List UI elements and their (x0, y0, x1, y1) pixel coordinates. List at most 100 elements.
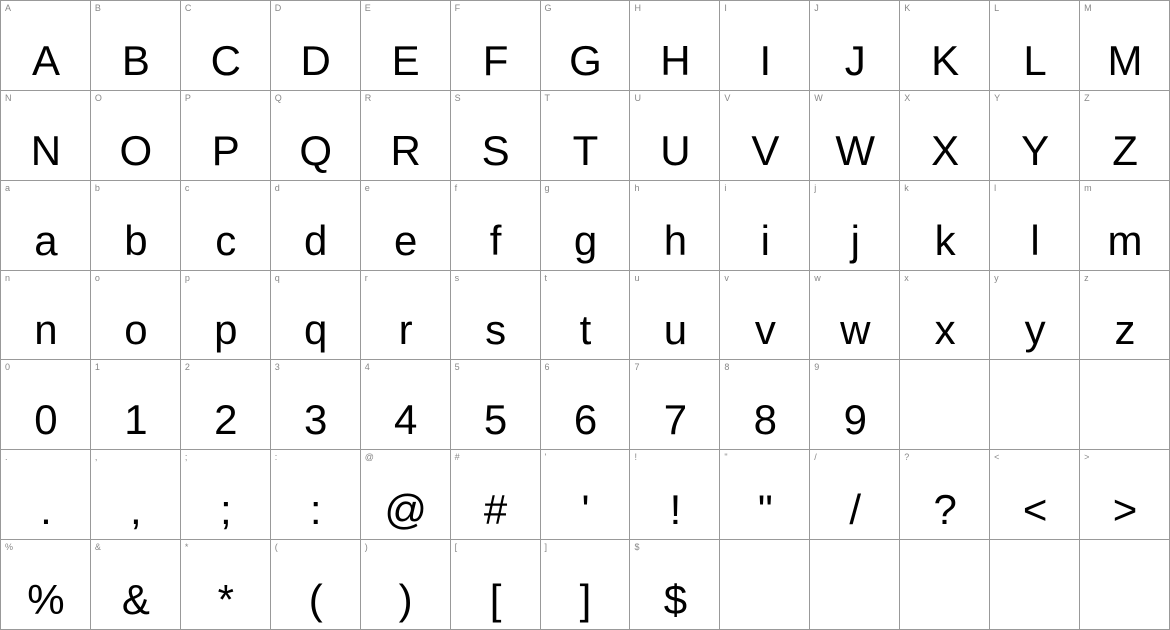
glyph-cell: GG (541, 1, 631, 91)
glyph-char: c (215, 220, 235, 262)
glyph-cell: 33 (271, 360, 361, 450)
glyph-label: w (814, 274, 821, 283)
glyph-cell: 44 (361, 360, 451, 450)
glyph-label: r (365, 274, 368, 283)
glyph-label: / (814, 453, 817, 462)
glyph-char: 1 (124, 399, 146, 441)
glyph-char: m (1108, 220, 1142, 262)
glyph-cell: 55 (451, 360, 541, 450)
glyph-cell: %% (1, 540, 91, 630)
glyph-label: # (455, 453, 460, 462)
glyph-cell: ,, (91, 450, 181, 540)
glyph-cell: XX (900, 91, 990, 181)
glyph-cell: 77 (630, 360, 720, 450)
glyph-label: ? (904, 453, 909, 462)
glyph-label: P (185, 94, 191, 103)
glyph-char: I (760, 40, 771, 82)
glyph-cell: II (720, 1, 810, 91)
glyph-char: . (40, 489, 51, 531)
glyph-char: < (1023, 489, 1047, 531)
glyph-cell: BB (91, 1, 181, 91)
glyph-cell (990, 540, 1080, 630)
glyph-label: X (904, 94, 910, 103)
glyph-char: 9 (844, 399, 866, 441)
glyph-char: L (1023, 40, 1045, 82)
glyph-label: C (185, 4, 192, 13)
glyph-char: j (851, 220, 859, 262)
glyph-cell: 66 (541, 360, 631, 450)
glyph-label: J (814, 4, 819, 13)
glyph-label: , (95, 453, 98, 462)
glyph-cell (1080, 540, 1170, 630)
glyph-cell: uu (630, 271, 720, 361)
glyph-label: M (1084, 4, 1092, 13)
glyph-char: x (935, 309, 955, 351)
glyph-label: t (545, 274, 548, 283)
glyph-cell: && (91, 540, 181, 630)
glyph-cell: 11 (91, 360, 181, 450)
glyph-label: H (634, 4, 641, 13)
glyph-cell: MM (1080, 1, 1170, 91)
glyph-cell: ww (810, 271, 900, 361)
glyph-cell: ll (990, 181, 1080, 271)
glyph-label: h (634, 184, 639, 193)
glyph-label: < (994, 453, 999, 462)
glyph-cell: rr (361, 271, 451, 361)
glyph-char: a (34, 220, 56, 262)
glyph-label: b (95, 184, 100, 193)
glyph-char: v (755, 309, 775, 351)
glyph-char: w (840, 309, 869, 351)
glyph-cell: jj (810, 181, 900, 271)
glyph-char: 0 (34, 399, 56, 441)
glyph-char: X (931, 130, 958, 172)
glyph-label: c (185, 184, 190, 193)
glyph-cell: cc (181, 181, 271, 271)
glyph-cell: 00 (1, 360, 91, 450)
glyph-label: F (455, 4, 461, 13)
glyph-cell: oo (91, 271, 181, 361)
glyph-label: R (365, 94, 372, 103)
glyph-char: K (931, 40, 958, 82)
glyph-char: / (849, 489, 860, 531)
glyph-cell: "" (720, 450, 810, 540)
glyph-label: Z (1084, 94, 1090, 103)
glyph-label: N (5, 94, 12, 103)
glyph-char: G (569, 40, 601, 82)
glyph-char: B (122, 40, 149, 82)
glyph-cell: ZZ (1080, 91, 1170, 181)
glyph-cell: LL (990, 1, 1080, 91)
glyph-cell (810, 540, 900, 630)
glyph-cell: << (990, 450, 1080, 540)
glyph-char: > (1113, 489, 1137, 531)
glyph-label: . (5, 453, 8, 462)
glyph-char: 3 (304, 399, 326, 441)
glyph-char: b (124, 220, 146, 262)
glyph-char: @ (384, 489, 426, 531)
glyph-cell (900, 540, 990, 630)
glyph-label: % (5, 543, 13, 552)
glyph-label: & (95, 543, 101, 552)
glyph-char: H (660, 40, 689, 82)
glyph-label: ! (634, 453, 637, 462)
glyph-cell: 22 (181, 360, 271, 450)
glyph-cell: JJ (810, 1, 900, 91)
glyph-label: [ (455, 543, 458, 552)
glyph-char: % (27, 579, 63, 621)
glyph-char: : (310, 489, 321, 531)
glyph-cell: ]] (541, 540, 631, 630)
glyph-char: ; (220, 489, 231, 531)
glyph-label: W (814, 94, 823, 103)
glyph-char: V (751, 130, 778, 172)
glyph-cell: VV (720, 91, 810, 181)
glyph-cell: // (810, 450, 900, 540)
glyph-char: 5 (484, 399, 506, 441)
glyph-char: A (32, 40, 59, 82)
glyph-cell: KK (900, 1, 990, 91)
glyph-label: @ (365, 453, 374, 462)
glyph-cell: SS (451, 91, 541, 181)
glyph-char: C (211, 40, 240, 82)
glyph-char: r (399, 309, 412, 351)
glyph-label: Y (994, 94, 1000, 103)
glyph-cell: TT (541, 91, 631, 181)
glyph-char: N (31, 130, 60, 172)
